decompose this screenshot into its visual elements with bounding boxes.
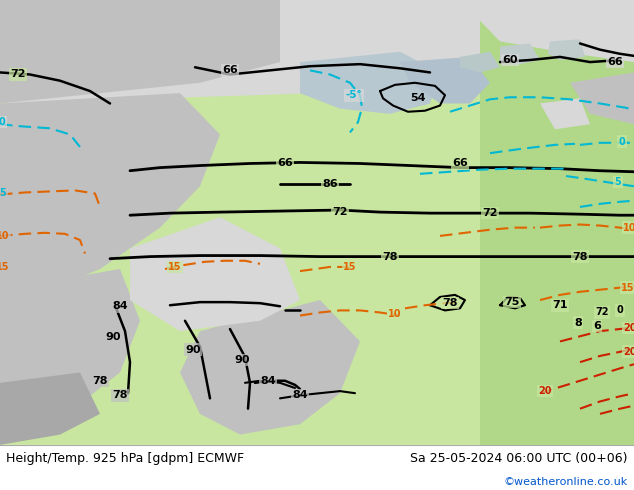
Text: 66: 66 xyxy=(607,57,623,67)
Text: 15: 15 xyxy=(168,262,182,272)
Text: 5: 5 xyxy=(614,177,621,187)
Text: 10: 10 xyxy=(388,309,402,318)
Text: 20: 20 xyxy=(538,386,552,396)
Polygon shape xyxy=(480,0,634,62)
Polygon shape xyxy=(0,0,634,124)
Polygon shape xyxy=(0,269,140,414)
Text: 84: 84 xyxy=(260,376,276,386)
Polygon shape xyxy=(0,83,634,445)
Polygon shape xyxy=(460,52,500,73)
Text: 0: 0 xyxy=(619,137,625,147)
Polygon shape xyxy=(540,98,590,129)
Text: 6: 6 xyxy=(593,321,601,331)
Text: 20: 20 xyxy=(623,323,634,333)
Polygon shape xyxy=(500,44,540,64)
Text: 10: 10 xyxy=(623,222,634,233)
Text: -5°: -5° xyxy=(346,90,362,100)
Text: 84: 84 xyxy=(292,390,308,400)
Text: 15: 15 xyxy=(621,283,634,293)
Text: 90: 90 xyxy=(234,355,250,365)
Text: 78: 78 xyxy=(443,298,458,308)
Text: Height/Temp. 925 hPa [gdpm] ECMWF: Height/Temp. 925 hPa [gdpm] ECMWF xyxy=(6,452,245,465)
Text: 60: 60 xyxy=(502,55,518,65)
Polygon shape xyxy=(480,0,634,445)
Text: 78: 78 xyxy=(112,390,127,400)
Text: 20: 20 xyxy=(623,347,634,357)
Text: 72: 72 xyxy=(482,208,498,218)
Polygon shape xyxy=(0,0,280,103)
Text: 84: 84 xyxy=(112,301,128,311)
Text: 72: 72 xyxy=(10,70,26,79)
Polygon shape xyxy=(570,73,634,124)
Text: 8: 8 xyxy=(574,318,582,328)
Text: 78: 78 xyxy=(573,251,588,262)
Text: 54: 54 xyxy=(410,93,426,103)
Text: 0: 0 xyxy=(617,305,623,316)
Text: 66: 66 xyxy=(277,158,293,169)
Polygon shape xyxy=(310,0,634,83)
Text: 0: 0 xyxy=(0,117,5,127)
Text: 66: 66 xyxy=(222,65,238,75)
Text: 90: 90 xyxy=(105,332,120,343)
Text: 90: 90 xyxy=(185,345,201,355)
Text: 10: 10 xyxy=(0,231,10,241)
Text: 15: 15 xyxy=(0,262,10,272)
Polygon shape xyxy=(300,52,440,114)
Text: 86: 86 xyxy=(322,179,338,189)
Polygon shape xyxy=(130,217,300,331)
Text: Sa 25-05-2024 06:00 UTC (00+06): Sa 25-05-2024 06:00 UTC (00+06) xyxy=(410,452,628,465)
Text: 5: 5 xyxy=(0,189,6,198)
Text: 78: 78 xyxy=(382,251,398,262)
Text: 66: 66 xyxy=(452,158,468,169)
Text: 78: 78 xyxy=(93,376,108,386)
Polygon shape xyxy=(548,39,585,60)
Polygon shape xyxy=(180,300,360,435)
Text: ©weatheronline.co.uk: ©weatheronline.co.uk xyxy=(503,477,628,487)
Polygon shape xyxy=(400,57,490,103)
Text: 75: 75 xyxy=(504,297,520,307)
Polygon shape xyxy=(0,93,220,310)
Polygon shape xyxy=(0,372,100,445)
Text: 71: 71 xyxy=(552,300,568,310)
Text: 15: 15 xyxy=(343,262,357,272)
Text: 72: 72 xyxy=(595,308,609,318)
Text: 72: 72 xyxy=(332,207,348,217)
